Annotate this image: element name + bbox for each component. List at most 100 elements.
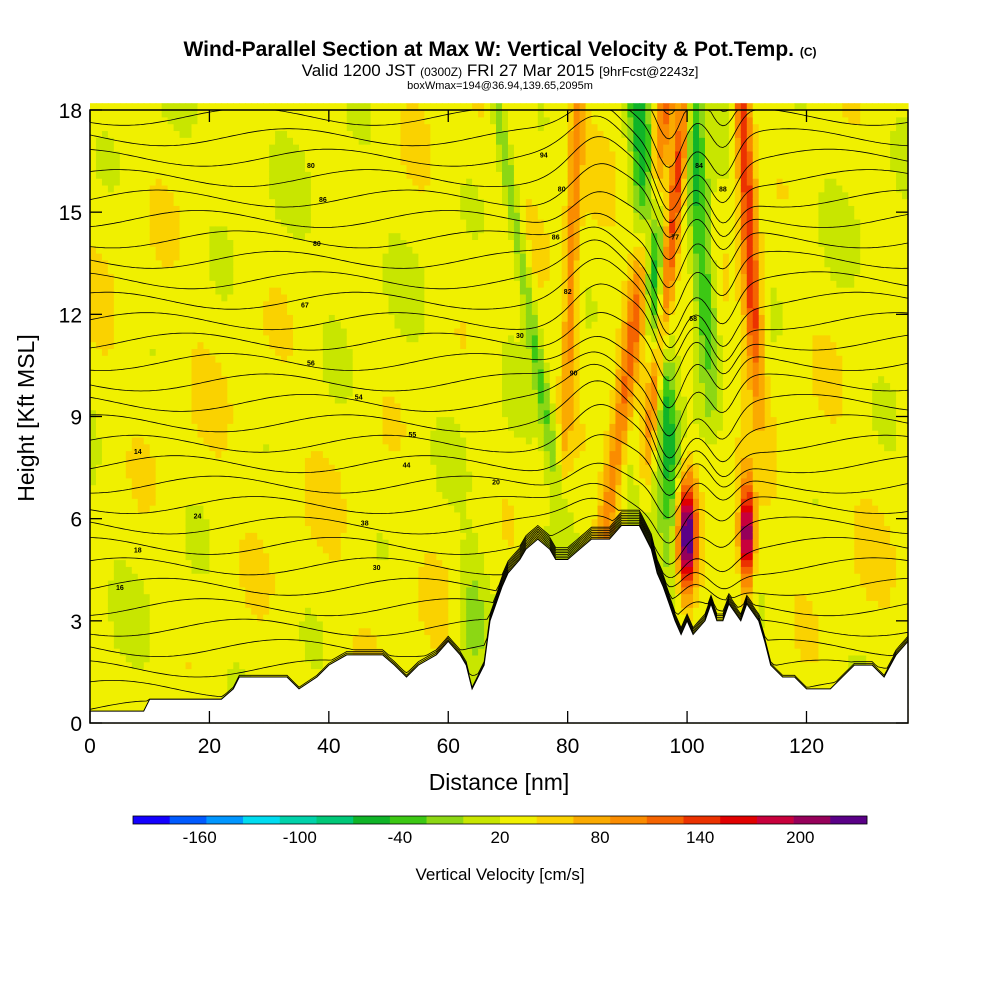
velocity-cell: [113, 307, 121, 315]
velocity-cell: [382, 600, 390, 608]
velocity-cell: [90, 552, 97, 561]
velocity-cell: [370, 130, 378, 138]
velocity-cell: [400, 239, 408, 247]
velocity-cell: [143, 212, 151, 220]
velocity-cell: [125, 321, 133, 329]
velocity-cell: [131, 178, 139, 186]
velocity-cell: [155, 375, 163, 384]
velocity-cell: [394, 491, 402, 499]
velocity-cell: [173, 375, 181, 384]
velocity-cell: [376, 532, 384, 540]
velocity-cell: [233, 212, 240, 220]
velocity-cell: [364, 178, 372, 186]
velocity-cell: [382, 116, 390, 125]
velocity-cell: [370, 164, 378, 172]
velocity-cell: [388, 184, 396, 193]
velocity-cell: [155, 579, 163, 588]
velocity-cell: [239, 416, 246, 424]
velocity-cell: [370, 470, 378, 479]
velocity-cell: [149, 150, 157, 159]
velocity-cell: [400, 314, 408, 322]
velocity-cell: [251, 573, 258, 581]
velocity-cell: [119, 573, 127, 581]
velocity-cell: [257, 273, 264, 281]
velocity-cell: [197, 682, 205, 690]
velocity-cell: [161, 300, 169, 309]
velocity-cell: [209, 253, 216, 261]
velocity-cell: [155, 443, 163, 452]
velocity-cell: [113, 225, 121, 234]
velocity-cell: [358, 457, 366, 465]
velocity-cell: [209, 402, 216, 411]
velocity-cell: [257, 654, 264, 663]
velocity-cell: [185, 511, 193, 520]
velocity-cell: [358, 239, 366, 247]
velocity-cell: [131, 171, 139, 179]
velocity-cell: [131, 450, 139, 458]
velocity-cell: [239, 273, 246, 281]
velocity-cell: [131, 586, 139, 595]
velocity-cell: [101, 280, 109, 288]
velocity-cell: [143, 477, 151, 486]
velocity-cell: [334, 607, 342, 615]
velocity-cell: [90, 593, 97, 601]
velocity-cell: [245, 280, 252, 288]
velocity-cell: [119, 450, 127, 458]
velocity-cell: [269, 614, 276, 622]
velocity-cell: [370, 430, 378, 438]
velocity-cell: [406, 178, 414, 186]
velocity-cell: [101, 532, 109, 540]
velocity-cell: [304, 614, 312, 622]
velocity-cell: [412, 627, 419, 636]
velocity-cell: [322, 368, 330, 377]
velocity-cell: [328, 259, 336, 268]
velocity-cell: [287, 184, 294, 193]
velocity-cell: [334, 402, 342, 411]
velocity-cell: [245, 389, 252, 397]
velocity-cell: [287, 552, 294, 561]
velocity-cell: [209, 293, 216, 302]
velocity-cell: [191, 334, 199, 343]
velocity-cell: [328, 239, 336, 247]
velocity-cell: [358, 470, 366, 479]
velocity-cell: [90, 566, 97, 574]
velocity-cell: [185, 688, 193, 697]
velocity-cell: [203, 178, 211, 186]
title-unit-tag: (C): [800, 45, 817, 59]
velocity-cell: [346, 600, 354, 608]
velocity-cell: [95, 491, 103, 499]
velocity-cell: [149, 225, 157, 234]
velocity-cell: [352, 327, 360, 336]
velocity-cell: [400, 103, 408, 111]
velocity-cell: [388, 470, 396, 479]
velocity-cell: [406, 253, 414, 261]
velocity-cell: [215, 239, 222, 247]
velocity-cell: [287, 668, 294, 676]
velocity-cell: [346, 103, 354, 111]
velocity-cell: [143, 259, 151, 268]
velocity-cell: [227, 600, 234, 608]
velocity-cell: [263, 334, 270, 343]
velocity-cell: [227, 205, 234, 213]
velocity-cell: [173, 648, 181, 656]
velocity-cell: [263, 232, 270, 241]
velocity-cell: [340, 409, 348, 418]
velocity-cell: [376, 130, 384, 138]
velocity-cell: [167, 144, 175, 152]
velocity-cell: [334, 157, 342, 166]
velocity-cell: [400, 477, 408, 486]
velocity-cell: [167, 280, 175, 288]
velocity-cell: [257, 600, 264, 608]
velocity-cell: [334, 314, 342, 322]
velocity-cell: [322, 423, 330, 431]
velocity-cell: [221, 661, 228, 670]
velocity-cell: [143, 593, 151, 601]
velocity-cell: [394, 484, 402, 493]
velocity-cell: [209, 511, 216, 520]
velocity-cell: [215, 123, 222, 132]
velocity-cell: [376, 355, 384, 363]
velocity-cell: [191, 110, 199, 118]
velocity-cell: [322, 436, 330, 445]
velocity-cell: [155, 457, 163, 465]
velocity-cell: [400, 525, 408, 533]
